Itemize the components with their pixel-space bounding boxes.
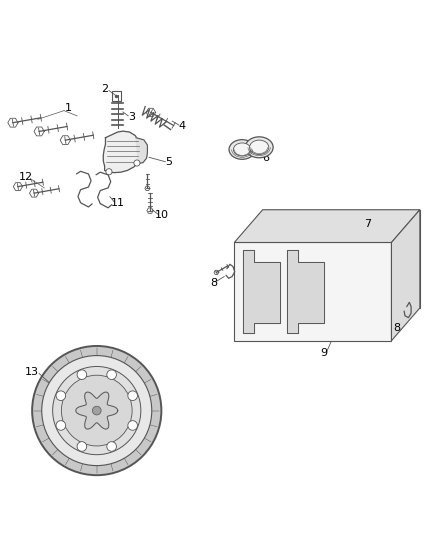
Polygon shape [234,243,392,341]
Circle shape [77,370,87,379]
Text: 11: 11 [111,198,125,208]
Text: 6: 6 [263,153,270,163]
Text: 9: 9 [320,348,327,358]
Circle shape [61,375,132,446]
Text: 4: 4 [178,121,185,131]
Circle shape [53,367,141,455]
Polygon shape [392,210,420,341]
Text: 8: 8 [394,324,401,334]
Polygon shape [287,250,324,333]
Circle shape [56,391,66,400]
Ellipse shape [233,143,251,156]
Text: 12: 12 [19,172,33,182]
Bar [112,92,121,101]
Circle shape [107,370,117,379]
Text: 3: 3 [128,112,135,122]
Polygon shape [136,138,148,164]
Circle shape [128,391,138,400]
Circle shape [134,160,140,166]
Polygon shape [234,210,420,243]
Ellipse shape [250,140,269,155]
Circle shape [77,442,87,451]
Circle shape [32,346,161,475]
Text: 7: 7 [364,219,371,229]
Ellipse shape [229,140,255,159]
Circle shape [128,421,138,430]
Ellipse shape [245,137,273,158]
Text: 2: 2 [101,84,108,94]
Polygon shape [76,392,118,429]
Circle shape [42,356,152,466]
Polygon shape [103,131,141,173]
Text: 1: 1 [65,103,72,114]
Circle shape [92,406,101,415]
Text: 5: 5 [165,157,172,167]
Text: 8: 8 [210,278,217,288]
Circle shape [107,442,117,451]
Polygon shape [263,210,420,308]
Text: 10: 10 [155,210,169,220]
Text: 13: 13 [25,367,39,377]
Polygon shape [243,250,280,333]
Circle shape [106,169,112,175]
Circle shape [56,421,66,430]
